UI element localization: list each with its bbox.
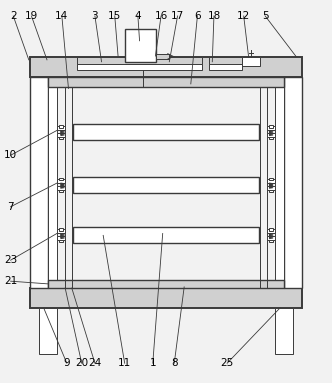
- Bar: [59, 228, 63, 231]
- Bar: [73, 228, 259, 244]
- Bar: [267, 179, 275, 183]
- Bar: [285, 77, 301, 288]
- Bar: [209, 64, 242, 70]
- Text: 11: 11: [118, 358, 131, 368]
- Bar: [156, 54, 169, 59]
- Bar: [57, 229, 65, 233]
- Bar: [267, 133, 275, 137]
- Bar: [57, 179, 65, 183]
- Text: 1: 1: [149, 358, 156, 368]
- Bar: [31, 77, 47, 288]
- Bar: [267, 126, 275, 130]
- Bar: [267, 229, 275, 233]
- Bar: [269, 228, 273, 231]
- Bar: [269, 125, 273, 128]
- Bar: [73, 124, 259, 140]
- Text: 18: 18: [207, 11, 220, 21]
- Bar: [57, 236, 65, 240]
- Text: 12: 12: [237, 11, 250, 21]
- Bar: [267, 236, 275, 240]
- Bar: [59, 178, 63, 180]
- Bar: [57, 126, 65, 130]
- Bar: [269, 137, 273, 139]
- Text: 5: 5: [262, 11, 269, 21]
- Bar: [269, 178, 273, 180]
- Bar: [275, 308, 293, 354]
- Bar: [242, 57, 260, 66]
- Text: 6: 6: [194, 11, 201, 21]
- Text: 9: 9: [63, 358, 70, 368]
- Bar: [77, 57, 203, 64]
- Text: 17: 17: [171, 11, 184, 21]
- Text: 4: 4: [134, 11, 141, 21]
- Text: 19: 19: [25, 11, 38, 21]
- Text: 3: 3: [92, 11, 98, 21]
- Bar: [31, 57, 301, 77]
- Text: 2: 2: [10, 11, 17, 21]
- Text: 14: 14: [55, 11, 68, 21]
- Bar: [59, 137, 63, 139]
- Bar: [57, 186, 65, 190]
- Bar: [269, 240, 273, 242]
- Bar: [73, 177, 259, 193]
- Bar: [59, 190, 63, 192]
- Bar: [125, 29, 156, 62]
- Text: 10: 10: [4, 150, 17, 160]
- Text: 21: 21: [4, 276, 17, 286]
- Text: 7: 7: [7, 202, 14, 212]
- Bar: [77, 64, 203, 70]
- Bar: [39, 308, 57, 354]
- Bar: [267, 186, 275, 190]
- Bar: [275, 77, 285, 288]
- Text: 16: 16: [154, 11, 168, 21]
- Bar: [47, 77, 285, 87]
- Bar: [269, 190, 273, 192]
- Bar: [59, 240, 63, 242]
- Bar: [59, 125, 63, 128]
- Bar: [209, 57, 242, 64]
- Text: 15: 15: [108, 11, 122, 21]
- Text: 20: 20: [75, 358, 88, 368]
- Text: 23: 23: [4, 255, 17, 265]
- Bar: [31, 288, 301, 308]
- Text: 8: 8: [171, 358, 178, 368]
- Text: 25: 25: [220, 358, 234, 368]
- Bar: [57, 133, 65, 137]
- Text: 24: 24: [88, 358, 102, 368]
- Bar: [47, 77, 57, 288]
- Bar: [47, 280, 285, 288]
